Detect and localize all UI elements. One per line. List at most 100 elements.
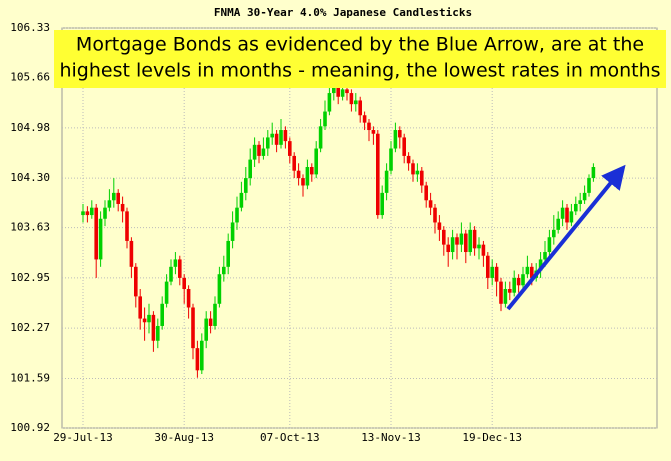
candle-body (538, 259, 543, 271)
candle-body (169, 266, 173, 282)
candle-body (362, 115, 367, 123)
candle-body (222, 266, 226, 275)
candle-body (468, 229, 472, 253)
candle-body (270, 133, 274, 138)
candle-body (292, 155, 296, 171)
candle-body (274, 133, 279, 145)
candle-body (160, 303, 164, 326)
candle-body (283, 130, 288, 142)
candle-body (358, 100, 362, 116)
annotation-text: highest levels in months - meaning, the … (59, 60, 660, 82)
y-tick-label: 102.95 (10, 271, 50, 284)
candle-body (186, 288, 191, 308)
candle-body (477, 244, 481, 249)
candle-body (142, 318, 147, 323)
candle-body (208, 318, 213, 326)
candle-body (486, 255, 490, 278)
candle-body (552, 229, 556, 238)
candle-body (569, 211, 574, 223)
candle-body (455, 237, 459, 245)
candle-body (81, 211, 85, 216)
candle-body (494, 266, 499, 282)
x-tick-label: 29-Jul-13 (53, 431, 113, 444)
candle-body (217, 274, 222, 304)
candle-body (574, 203, 578, 212)
candle-body (279, 130, 283, 145)
candle-body (345, 89, 349, 94)
candle-body (178, 259, 182, 278)
candle-body (301, 178, 305, 186)
candle-body (191, 307, 195, 349)
candle-body (543, 252, 547, 260)
y-tick-label: 103.63 (10, 221, 50, 234)
candle-body (525, 266, 530, 275)
candle-body (204, 318, 208, 341)
candle-body (424, 185, 428, 201)
candle-body (151, 314, 156, 341)
candle-body (129, 240, 134, 267)
candle-body (98, 218, 103, 260)
blue-arrow (506, 164, 626, 311)
candle-body (446, 244, 450, 253)
candle-body (472, 229, 477, 249)
annotation-box (54, 30, 666, 88)
candle-body (252, 144, 257, 160)
candle-body (547, 237, 552, 253)
candle-body (442, 229, 446, 245)
candle-body (406, 155, 411, 164)
candle-body (389, 148, 393, 171)
candle-body (384, 170, 389, 193)
candle-body (587, 178, 591, 193)
candle-body (288, 141, 292, 156)
y-tick-label: 106.33 (10, 21, 50, 34)
candle-body (349, 93, 354, 105)
candle-body (332, 85, 336, 94)
x-tick-label: 19-Dec-13 (462, 431, 522, 444)
candle-body (120, 203, 125, 212)
candle-body (138, 296, 142, 319)
y-tick-label: 102.27 (10, 321, 50, 334)
candle-body (556, 218, 560, 230)
candle-body (450, 237, 455, 253)
candle-body (314, 148, 318, 175)
candle-body (226, 240, 230, 267)
candle-body (213, 303, 217, 326)
candle-body (336, 85, 340, 97)
candle-body (90, 207, 94, 216)
x-tick-label: 13-Nov-13 (361, 431, 421, 444)
candle-body (156, 325, 160, 341)
candle-body (398, 130, 402, 138)
y-tick-label: 100.92 (10, 421, 50, 434)
candle-body (376, 133, 380, 216)
candle-body (340, 89, 345, 97)
candle-body (582, 192, 587, 201)
candle-body (112, 192, 116, 201)
candle-body (164, 281, 169, 304)
candle-body (244, 178, 248, 193)
candle-body (415, 170, 420, 175)
candle-body (371, 130, 376, 134)
candle-body (560, 207, 565, 219)
candle-body (508, 288, 512, 293)
candle-body (248, 159, 252, 179)
candle-body (503, 288, 508, 304)
candle-body (578, 200, 582, 204)
candle-body (459, 233, 464, 245)
candle-body (428, 200, 433, 208)
candle-body (235, 207, 239, 223)
candle-body (512, 277, 516, 293)
candle-body (261, 148, 266, 156)
candle-body (327, 93, 332, 112)
candle-body (125, 211, 129, 241)
candle-body (490, 266, 494, 278)
candle-body (437, 222, 442, 230)
candle-body (354, 100, 358, 105)
candle-body (433, 207, 437, 223)
candle-body (134, 266, 138, 297)
candle-body (402, 137, 406, 156)
candle-body (323, 111, 327, 127)
candle-body (182, 277, 186, 289)
candle-body (116, 192, 120, 204)
candle-body (516, 277, 521, 286)
candle-body (521, 274, 525, 286)
